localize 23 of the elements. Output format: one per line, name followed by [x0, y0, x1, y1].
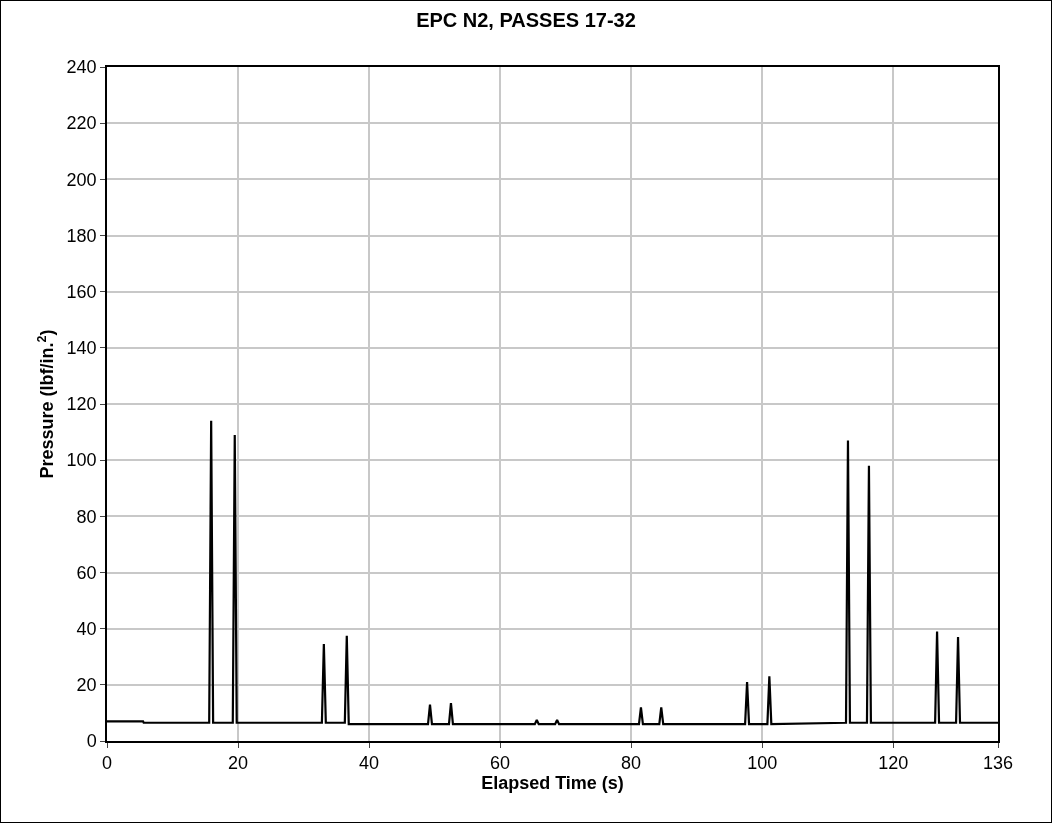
y-tick-label: 40 — [76, 618, 97, 639]
x-tick-label: 120 — [878, 753, 909, 774]
x-tick-label: 20 — [228, 753, 249, 774]
y-tick-label: 140 — [66, 338, 97, 359]
y-tick-label: 100 — [66, 450, 97, 471]
y-tick-label: 240 — [66, 57, 97, 78]
y-tick-label: 220 — [66, 113, 97, 134]
x-tick-label: 136 — [982, 753, 1014, 774]
y-tick-label: 180 — [66, 225, 97, 246]
y-tick-label: 20 — [76, 675, 97, 696]
y-tick-label: 80 — [76, 506, 97, 527]
x-tick-label: 0 — [101, 753, 113, 774]
x-tick-label: 80 — [621, 753, 642, 774]
y-tick-label: 160 — [66, 281, 97, 302]
x-tick-label: 60 — [490, 753, 511, 774]
y-tick-label: 200 — [66, 169, 97, 190]
x-tick-label: 40 — [359, 753, 380, 774]
chart-title: EPC N2, PASSES 17-32 — [416, 9, 636, 32]
y-tick-label: 0 — [86, 731, 97, 752]
x-tick-label: 100 — [747, 753, 778, 774]
y-tick-label: 120 — [66, 394, 97, 415]
y-tick-label: 60 — [76, 562, 97, 583]
x-axis-title: Elapsed Time (s) — [481, 773, 624, 794]
